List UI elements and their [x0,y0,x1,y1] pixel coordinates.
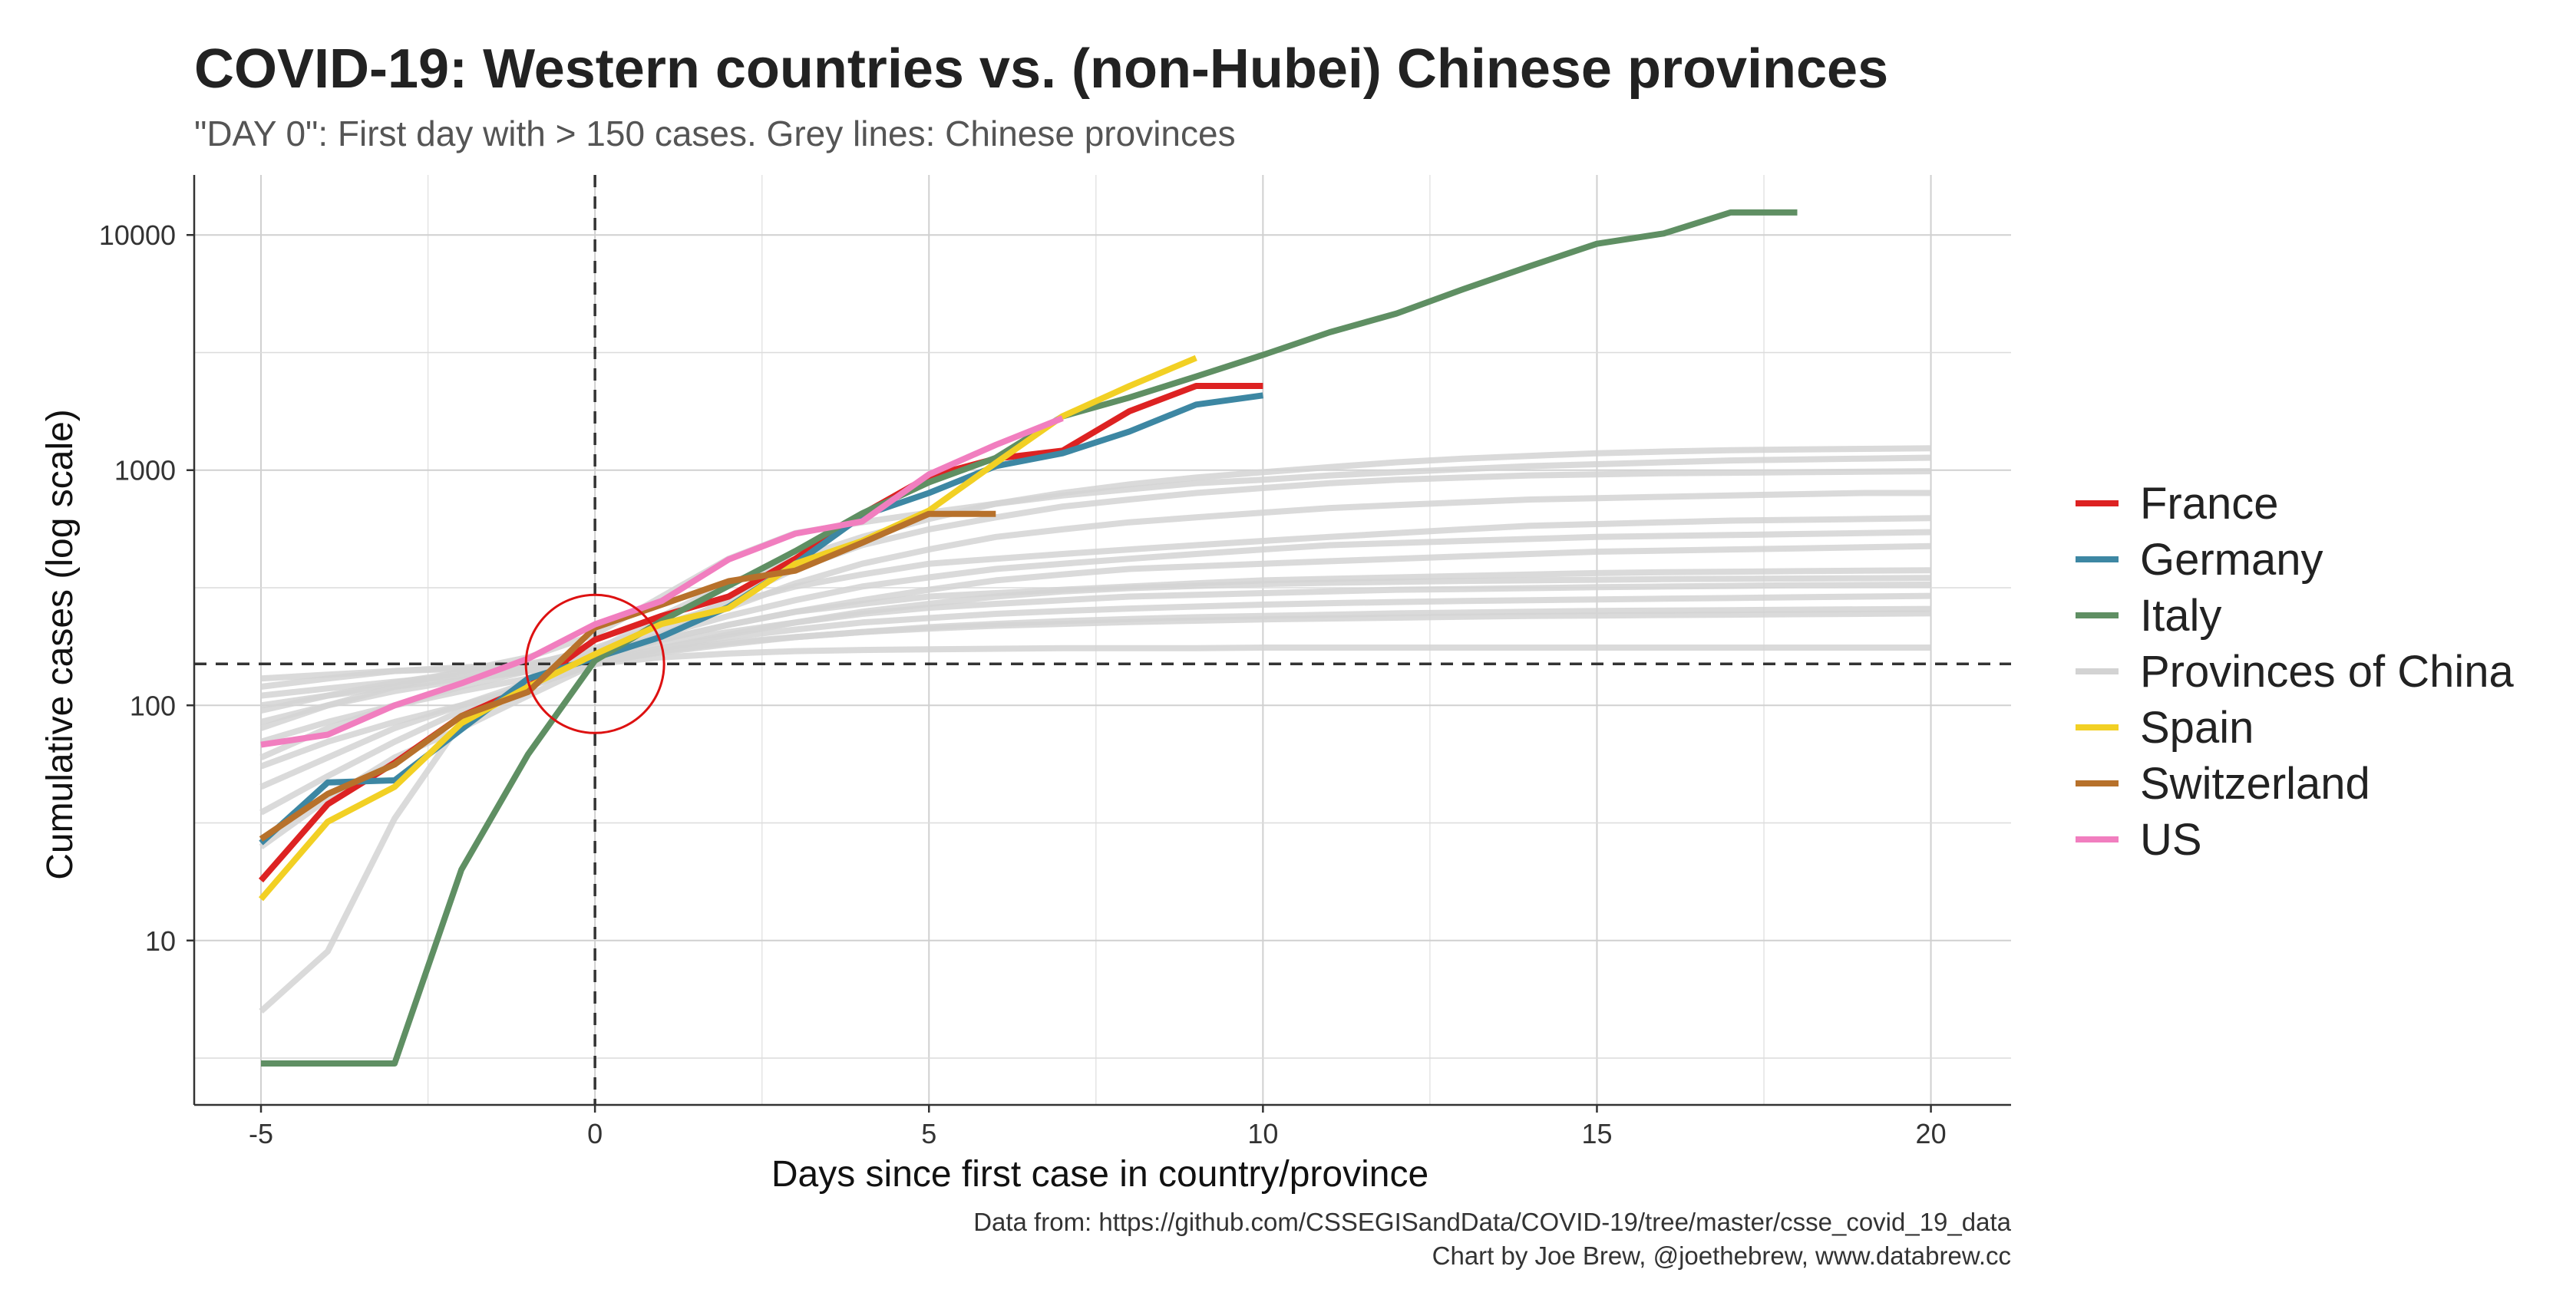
y-tick-labels: 10 100 1000 10000 [99,219,176,957]
day-zero-circle-annotation [524,593,665,734]
annotation-layer [524,593,665,734]
caption-source: Data from: https://github.com/CSSEGISand… [973,1208,2011,1236]
legend-label: Provinces of China [2140,647,2515,697]
x-tick-label: 5 [921,1118,936,1149]
x-tick-label: 15 [1581,1118,1612,1149]
plot-axes [187,175,2011,1113]
series-line-switzerland [259,510,996,842]
x-tick-label: 20 [1916,1118,1947,1149]
legend-label: Italy [2140,591,2221,641]
series-line-spain [258,354,1197,902]
y-tick-label: 10 [145,925,176,957]
grid-lines [194,175,2011,1105]
x-tick-label: 0 [587,1118,603,1149]
x-tick-labels: -5 0 5 10 15 20 [249,1118,1947,1149]
legend-label: France [2140,479,2279,529]
legend-label: US [2140,815,2202,865]
legend-label: Germany [2140,535,2323,585]
x-tick-label: 10 [1247,1118,1278,1149]
province-series-line [259,610,1931,850]
reference-lines [194,175,2011,1105]
country-series-lines [258,209,1798,1067]
series-line-italy [261,209,1798,1067]
series-line-us [260,415,1064,748]
y-tick-label: 100 [130,690,176,721]
y-tick-label: 1000 [114,455,176,486]
x-axis-title: Days since first case in country/provinc… [771,1154,1428,1195]
y-axis-title: Cumulative cases (log scale) [40,409,81,880]
legend-label: Switzerland [2140,759,2370,809]
chart-title: COVID-19: Western countries vs. (non-Hub… [194,38,1888,100]
legend: France Germany Italy Provinces of China Spai… [2076,479,2515,865]
x-tick-label: -5 [249,1118,273,1149]
y-tick-label: 10000 [99,219,176,251]
chart-subtitle: "DAY 0": First day with > 150 cases. Gre… [194,114,1236,153]
plot-panel [187,175,2011,1113]
legend-label: Spain [2140,703,2254,753]
caption-author: Chart by Joe Brew, @joethebrew, www.data… [1432,1241,2011,1270]
province-series-lines [259,445,1931,1014]
